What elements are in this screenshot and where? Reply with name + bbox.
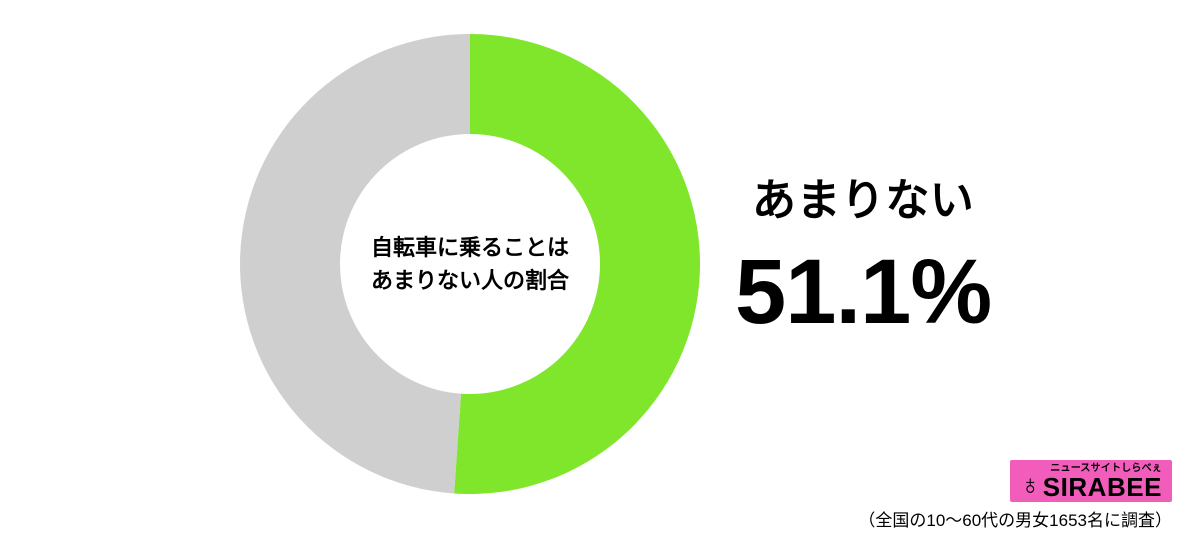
callout-value: 51.1% [735,246,991,338]
donut-center-line1: 自転車に乗ることは [371,231,569,264]
brand-logo: ニュースサイトしらべぇ ♁ SIRABEE [1010,460,1172,502]
donut-chart: 自転車に乗ることは あまりない人の割合 [240,34,700,494]
footer: ニュースサイトしらべぇ ♁ SIRABEE （全国の10〜60代の男女1653名… [858,460,1172,531]
brand-name: SIRABEE [1043,474,1162,500]
brand-glyph-icon: ♁ [1020,471,1041,499]
donut-center-text: 自転車に乗ることは あまりない人の割合 [371,231,569,297]
callout: あまりない 51.1% [735,164,991,338]
callout-label: あまりない [735,164,991,228]
survey-caption: （全国の10〜60代の男女1653名に調査） [858,506,1172,531]
donut-center-line2: あまりない人の割合 [371,264,569,297]
